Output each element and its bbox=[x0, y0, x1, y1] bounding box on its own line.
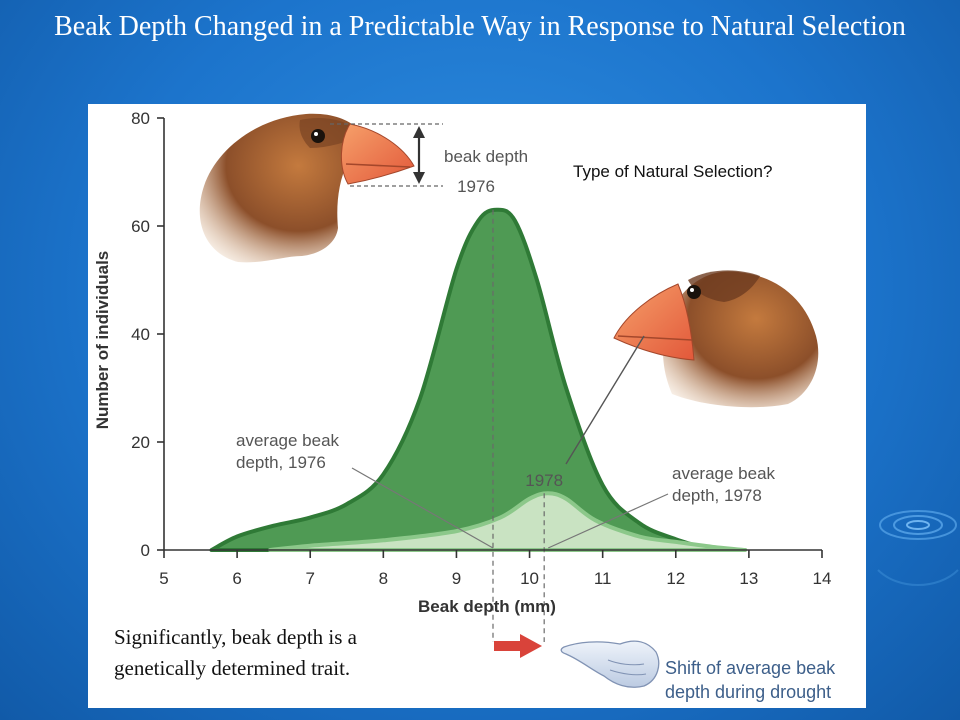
x-tick-label: 11 bbox=[594, 569, 612, 588]
shift-label-line1: Shift of average beak bbox=[665, 658, 836, 678]
avg-1976-label-line2: depth, 1976 bbox=[236, 453, 326, 472]
slide-title: Beak Depth Changed in a Predictable Way … bbox=[54, 11, 906, 42]
shift-arrow bbox=[494, 634, 542, 658]
finch-head-1976-illustration bbox=[199, 113, 415, 263]
x-tick-label: 14 bbox=[813, 569, 832, 588]
x-tick-label: 7 bbox=[305, 569, 314, 588]
avg-1978-label-line2: depth, 1978 bbox=[672, 486, 762, 505]
x-tick-label: 8 bbox=[379, 569, 388, 588]
plot-area: 0 20 40 60 80 5 6 7 8 9 10 11 12 13 14 Beak depth (mm) N… bbox=[93, 109, 831, 642]
area-series-1976 bbox=[209, 207, 715, 552]
avg-1976-leader-line bbox=[351, 467, 494, 549]
y-tick-label: 60 bbox=[131, 217, 150, 236]
x-tick-label: 10 bbox=[520, 569, 539, 588]
x-tick-label: 6 bbox=[232, 569, 241, 588]
pointing-hand-icon bbox=[560, 640, 660, 688]
y-tick-label: 80 bbox=[131, 109, 150, 128]
series-1978-label: 1978 bbox=[525, 471, 563, 490]
avg-1976-label-line1: average beak bbox=[236, 431, 340, 450]
finch-1978-leader-line bbox=[565, 335, 645, 465]
x-tick-label: 12 bbox=[666, 569, 685, 588]
beak-depth-year-label: 1976 bbox=[457, 177, 495, 196]
caption-text: Significantly, beak depth is a genetical… bbox=[114, 625, 357, 680]
beak-depth-label: beak depth bbox=[444, 147, 528, 166]
shift-label-line2: depth during drought bbox=[665, 682, 831, 702]
x-axis-title: Beak depth (mm) bbox=[418, 597, 556, 616]
x-tick-label: 5 bbox=[159, 569, 168, 588]
x-tick-label: 13 bbox=[739, 569, 758, 588]
y-tick-label: 0 bbox=[141, 541, 150, 560]
y-tick-label: 20 bbox=[131, 433, 150, 452]
area-series-1978 bbox=[268, 491, 748, 552]
x-tick-label: 9 bbox=[452, 569, 461, 588]
natural-selection-question: Type of Natural Selection? bbox=[573, 162, 773, 181]
beak-depth-chart: beak depth 1976 0 20 40 60 80 5 6 7 8 9 10 11 12 13 14… bbox=[93, 109, 836, 702]
avg-1978-label-line1: average beak bbox=[672, 464, 776, 483]
finch-head-1978-illustration bbox=[613, 270, 819, 408]
avg-1978-leader-line bbox=[547, 493, 669, 549]
y-tick-label: 40 bbox=[131, 325, 150, 344]
ripple-decoration bbox=[877, 510, 959, 586]
beak-depth-double-arrow bbox=[413, 126, 425, 184]
figure-panel: beak depth 1976 0 20 40 60 80 5 6 7 8 9 10 11 12 13 14… bbox=[88, 104, 866, 708]
y-axis-title: Number of individuals bbox=[93, 251, 112, 430]
